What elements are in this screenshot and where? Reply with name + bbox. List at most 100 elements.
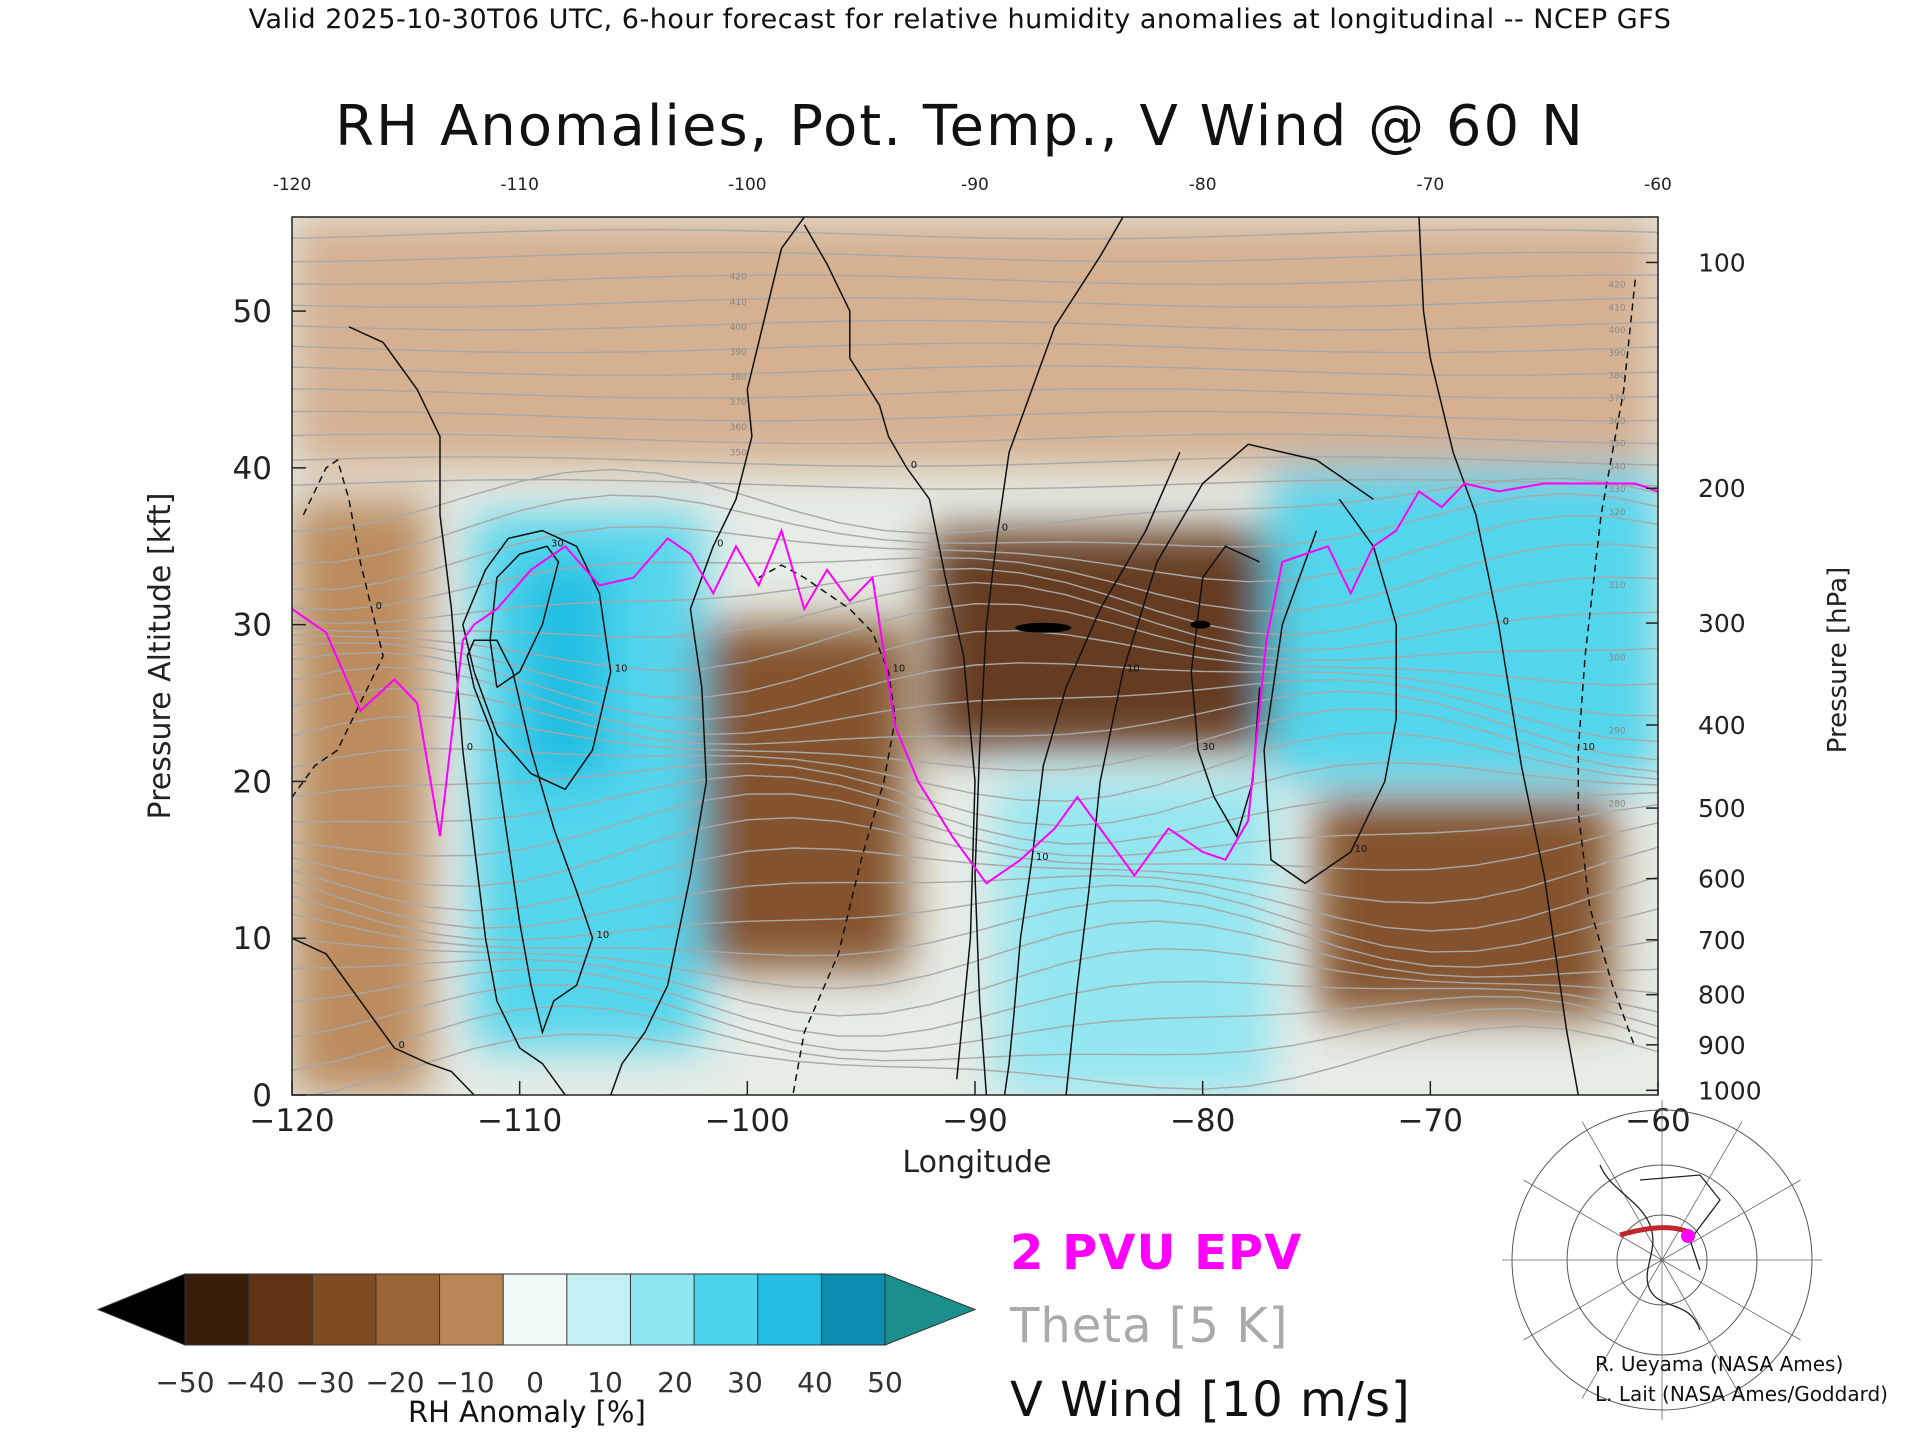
theta-label: 380 [1608,371,1625,381]
v-wind-contour-0 [462,529,612,791]
theta-line [292,708,1658,773]
v-wind-contour-9 [1003,451,1181,1095]
theta-line [292,342,1658,354]
theta-line [292,387,1658,399]
theta-line [292,793,1658,857]
theta-line [292,651,1658,721]
v-wind-contour-5 [609,217,805,1095]
y-tick-label: 20 [233,764,272,800]
inset-meridian [1581,1259,1663,1399]
pressure-tick-label: 700 [1698,926,1746,955]
theta-label: 280 [1608,800,1625,810]
theta-line [292,899,1658,968]
x-axis-label: Longitude [902,1145,1051,1180]
x-tick-label: −110 [477,1103,562,1139]
credit-line-1: R. Ueyama (NASA Ames) [1595,1352,1844,1376]
colorbar-box [439,1273,505,1346]
v-wind-contour-8 [974,217,1124,1095]
top-x-tick-label: -80 [1189,175,1217,195]
y-tick-label: 50 [233,294,272,330]
v-wind-contour-3 [292,937,475,1095]
x-tick-label: −90 [942,1103,1007,1139]
jet-core [1015,622,1072,633]
colorbar-box [693,1273,759,1346]
colorbar-tick-label: −50 [155,1366,214,1399]
theta-label: 420 [1608,281,1625,291]
theta-line [292,514,1658,590]
v-wind-contour-label: 10 [1127,664,1140,675]
theta-line [292,543,1658,612]
pressure-tick-label: 100 [1698,248,1746,277]
theta-label: 400 [730,323,747,333]
pressure-tick-label: 1000 [1698,1076,1762,1105]
legend-epv: 2 PVU EPV [1010,1225,1303,1281]
map-inset [1502,1100,1822,1420]
v-wind-contour-14 [1577,279,1636,1049]
v-wind-contour-10 [1065,443,1374,1095]
v-wind-contours [292,217,1636,1095]
theta-line [292,567,1658,636]
theta-line [292,581,1658,652]
colorbar-tick-label: 30 [727,1366,763,1399]
top-x-tick-label: -60 [1644,175,1672,195]
inset-point [1681,1229,1695,1243]
v-wind-contour-15 [292,458,384,798]
v-wind-contour-label: 10 [1036,852,1049,863]
y-tick-label: 40 [233,451,272,487]
colorbar-tick-label: 40 [797,1366,833,1399]
theta-label: 350 [730,448,747,458]
theta-label: 360 [730,423,747,433]
theta-label: 390 [1608,349,1625,359]
theta-label: 420 [730,273,747,283]
v-wind-contour-label: 10 [1582,742,1595,753]
pressure-tick-label: 500 [1698,794,1746,823]
theta-line [307,1025,1658,1095]
theta-line [292,478,1658,490]
v-wind-contour-label: 30 [1202,742,1215,753]
colorbar-box [502,1273,568,1346]
rh-anomaly-shading [292,217,1658,1095]
colorbar-over [884,1273,977,1346]
theta-label: 370 [730,398,747,408]
x-tick-label: −70 [1398,1103,1463,1139]
x-tick-label: −80 [1170,1103,1235,1139]
pressure-tick-label: 300 [1698,609,1746,638]
theta-label: 300 [1608,654,1625,664]
v-wind-contour-label: 0 [467,742,473,753]
inset-meridian [1523,1259,1663,1341]
v-wind-labels: 10 30 0 0 10 0 0 10 0 10 10 30 10 0 10 0 [376,460,1595,1051]
x-tick-label: −60 [1625,1103,1690,1139]
colorbar-tick-label: −20 [365,1366,424,1399]
y2-axis-label: Pressure [hPa] [1823,567,1853,754]
rh-region-8 [292,217,1658,468]
x-tick-label: −120 [249,1103,334,1139]
v-wind-contour-11 [1190,545,1261,839]
colorbar-box [629,1273,696,1346]
theta-line [292,468,1658,535]
theta-line [292,629,1658,699]
pressure-tick-label: 400 [1698,711,1746,740]
chart-title: RH Anomalies, Pot. Temp., V Wind @ 60 N [335,94,1585,159]
theta-line [292,602,1658,671]
colorbar-box [311,1273,377,1346]
colorbar-tick-label: −40 [225,1366,284,1399]
y-axis-label: Pressure Altitude [kft] [143,493,178,820]
inset-coastline [1599,1164,1721,1331]
colorbar-tick-label: 10 [587,1366,623,1399]
y-tick-label: 30 [233,608,272,644]
theta-line [292,774,1658,845]
colorbar-tick-label: 0 [526,1366,544,1399]
colorbar-label: RH Anomaly [%] [408,1395,646,1429]
theta-label: 340 [1608,462,1625,472]
v-wind-contour-label: 0 [1002,523,1008,534]
v-wind-contour-label: 10 [615,664,628,675]
credit-line-2: L. Lait (NASA Ames/Goddard) [1595,1382,1888,1406]
inset-meridian [1661,1259,1743,1399]
rh-region-0 [292,499,429,1095]
theta-line [292,983,1658,1053]
v-wind-contour-6 [803,224,976,1080]
rh-region-3 [701,624,907,970]
inset-meridian [1661,1259,1801,1341]
theta-line [292,274,1658,286]
v-wind-contour-13 [1418,217,1580,1095]
